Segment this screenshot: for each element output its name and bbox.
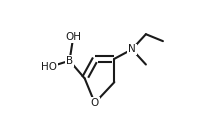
Text: N: N [128,44,136,54]
Text: B: B [66,56,73,66]
Text: O: O [91,98,99,108]
Text: HO: HO [41,62,57,72]
Text: OH: OH [65,32,81,42]
